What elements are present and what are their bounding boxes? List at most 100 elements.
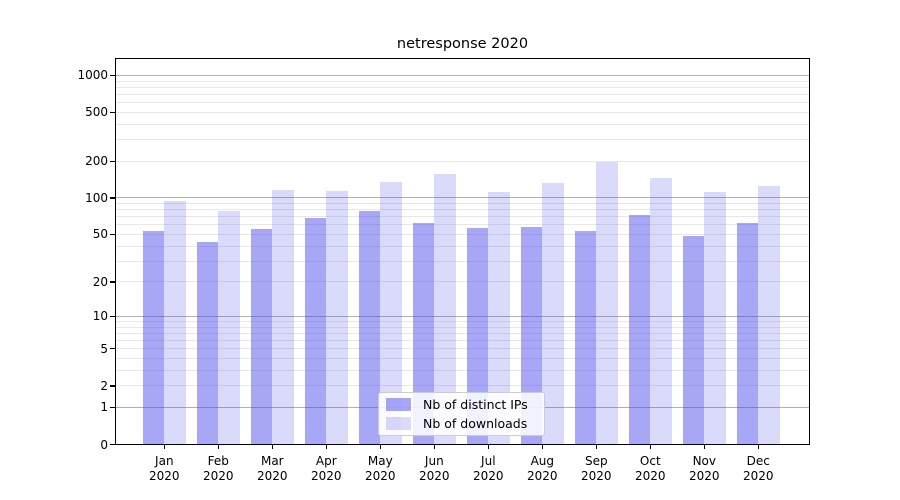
x-tick-mark-jun: [433, 445, 435, 449]
x-tick-label-oct: Oct 2020: [623, 454, 677, 484]
legend-item-downloads: Nb of downloads: [386, 416, 544, 432]
bar-distinct-ips-oct: [628, 214, 651, 444]
x-tick-month: Jul: [481, 454, 496, 468]
x-tick-label-jun: Jun 2020: [407, 454, 461, 484]
y-tick-mark-500: [110, 111, 115, 114]
gridline-minor-2: [116, 385, 809, 387]
x-tick-month: Nov: [692, 454, 716, 468]
x-tick-mark-aug: [541, 445, 543, 449]
x-tick-mark-dec: [757, 445, 759, 449]
y-tick-label-2: 2: [100, 378, 108, 393]
legend-swatch-distinct-ips: [386, 398, 411, 411]
x-tick-year: 2020: [311, 469, 342, 483]
y-tick-label-5: 5: [100, 341, 108, 356]
x-tick-month: Dec: [746, 454, 770, 468]
x-tick-year: 2020: [419, 469, 450, 483]
bar-distinct-ips-may: [358, 211, 381, 444]
bar-distinct-ips-dec: [736, 222, 759, 444]
gridline-minor-400: [116, 123, 809, 125]
bar-distinct-ips-jan: [142, 230, 165, 444]
x-tick-mark-may: [379, 445, 381, 449]
x-tick-month: Feb: [207, 454, 229, 468]
y-tick-label-50: 50: [92, 227, 108, 242]
y-tick-mark-10: [110, 315, 115, 318]
chart-title: netresponse 2020: [396, 36, 529, 52]
x-tick-mark-nov: [703, 445, 705, 449]
x-tick-mark-oct: [649, 445, 651, 449]
x-tick-mark-jan: [163, 445, 165, 449]
x-tick-year: 2020: [473, 469, 504, 483]
bar-downloads-oct: [650, 177, 672, 444]
x-tick-month: Oct: [639, 454, 661, 468]
x-tick-year: 2020: [527, 469, 558, 483]
y-tick-mark-5: [110, 348, 115, 350]
y-tick-label-200: 200: [85, 154, 108, 169]
x-tick-mark-apr: [325, 445, 327, 449]
y-tick-mark-200: [110, 160, 115, 162]
y-tick-label-10: 10: [92, 309, 108, 324]
x-tick-year: 2020: [689, 469, 720, 483]
gridline-minor-800: [116, 86, 809, 88]
x-tick-label-feb: Feb 2020: [191, 454, 245, 484]
x-tick-mark-sep: [595, 445, 597, 449]
x-tick-label-apr: Apr 2020: [299, 454, 353, 484]
gridline-minor-700: [116, 93, 809, 95]
bar-downloads-dec: [758, 186, 780, 444]
gridline-minor-8: [116, 326, 809, 328]
x-tick-year: 2020: [203, 469, 234, 483]
gridline-minor-9: [116, 321, 809, 322]
gridline-minor-40: [116, 245, 809, 247]
x-tick-year: 2020: [635, 469, 666, 483]
y-tick-label-500: 500: [85, 105, 108, 120]
gridline-minor-6: [116, 340, 809, 342]
gridline-major-1000: [116, 74, 809, 76]
gridline-major-100: [116, 197, 809, 199]
bar-downloads-nov: [704, 191, 726, 444]
x-tick-year: 2020: [365, 469, 396, 483]
gridline-minor-600: [116, 102, 809, 104]
bar-downloads-aug: [542, 183, 564, 444]
gridline-minor-70: [116, 216, 809, 218]
x-tick-year: 2020: [149, 469, 180, 483]
x-tick-month: Mar: [260, 454, 284, 468]
gridline-minor-50: [116, 233, 809, 235]
bar-downloads-jan: [164, 200, 186, 444]
gridline-minor-300: [116, 139, 809, 141]
gridline-minor-5: [116, 348, 809, 350]
y-tick-label-20: 20: [92, 274, 108, 289]
gridline-minor-3: [116, 369, 809, 371]
legend-label-downloads: Nb of downloads: [423, 416, 528, 431]
bar-distinct-ips-jul: [466, 228, 489, 444]
y-tick-mark-2: [110, 385, 115, 387]
x-tick-label-may: May 2020: [353, 454, 407, 484]
bar-downloads-jun: [434, 173, 456, 444]
x-tick-label-dec: Dec 2020: [731, 454, 785, 484]
legend-label-distinct-ips: Nb of distinct IPs: [423, 397, 528, 412]
y-tick-mark-1: [110, 406, 115, 409]
bar-downloads-feb: [218, 210, 240, 444]
y-tick-mark-20: [110, 281, 115, 283]
x-tick-month: Apr: [315, 454, 337, 468]
bar-distinct-ips-aug: [520, 227, 543, 444]
gridline-minor-200: [116, 160, 809, 162]
y-tick-mark-50: [110, 233, 115, 236]
y-tick-label-1: 1: [100, 400, 108, 415]
x-tick-label-aug: Aug 2020: [515, 454, 569, 484]
y-tick-mark-0: [110, 444, 115, 446]
x-tick-month: Jun: [424, 454, 444, 468]
legend: Nb of distinct IPs Nb of downloads: [378, 392, 545, 436]
bar-distinct-ips-mar: [250, 229, 273, 444]
gridline-minor-900: [116, 80, 809, 82]
y-tick-mark-1000: [110, 74, 115, 77]
gridline-minor-60: [116, 224, 809, 226]
bar-distinct-ips-apr: [304, 217, 327, 444]
legend-item-distinct-ips: Nb of distinct IPs: [386, 397, 544, 413]
bar-distinct-ips-nov: [682, 236, 705, 444]
x-tick-year: 2020: [257, 469, 288, 483]
gridline-major-10: [116, 315, 809, 317]
x-tick-year: 2020: [581, 469, 612, 483]
bar-downloads-sep: [596, 162, 618, 444]
gridline-minor-20: [116, 281, 809, 283]
y-tick-mark-100: [110, 197, 115, 199]
